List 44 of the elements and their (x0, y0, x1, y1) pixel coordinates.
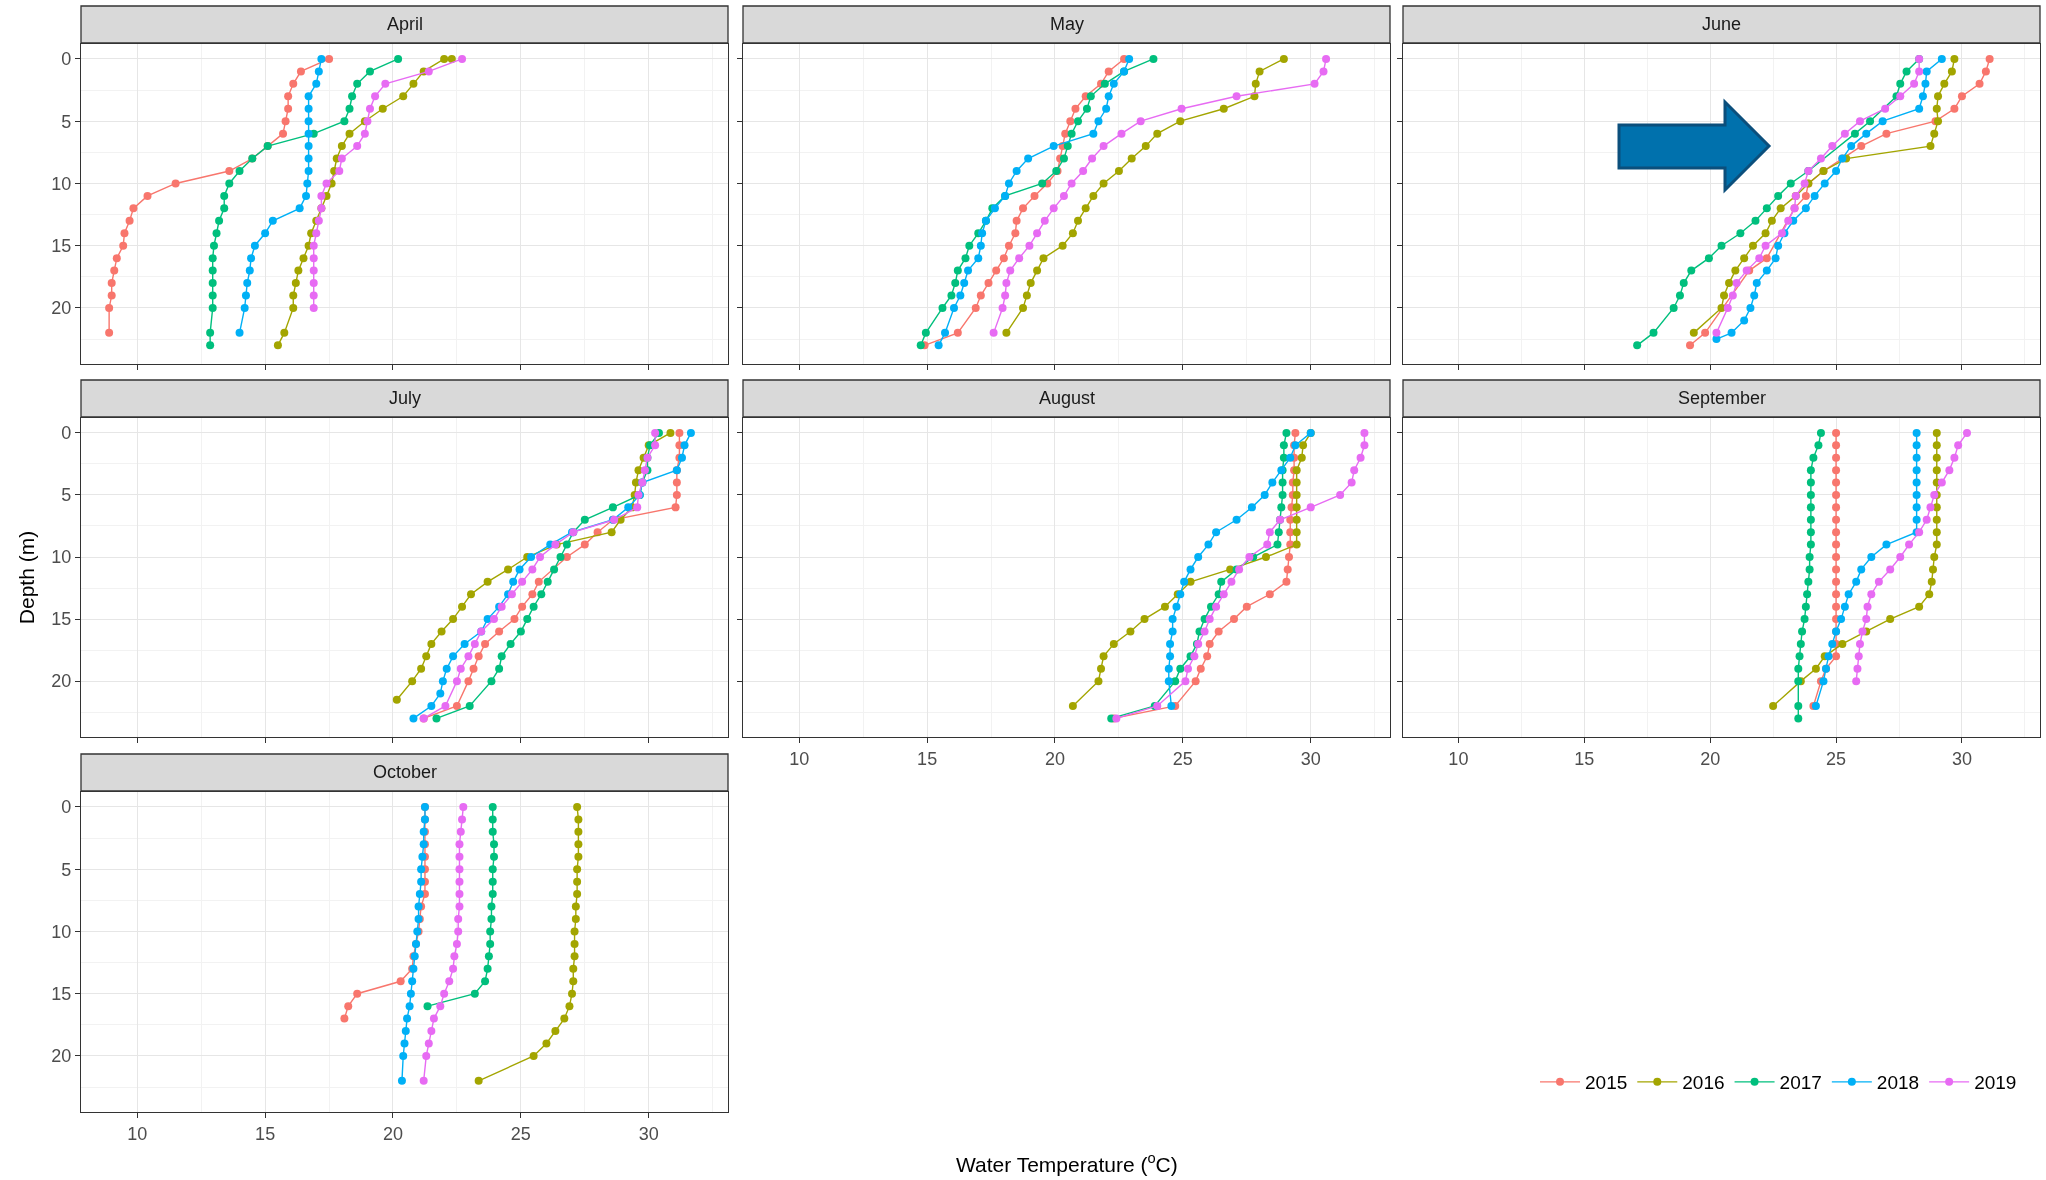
y-tick-label: 0 (61, 423, 72, 444)
x-tick-label: 30 (1300, 748, 1321, 769)
x-tick-label: 15 (917, 748, 938, 769)
y-tick-label: 0 (61, 49, 72, 70)
x-tick-label: 10 (789, 748, 810, 769)
chart-title: August (1039, 388, 1096, 408)
chart-title: July (389, 388, 422, 408)
x-axis-title: Water Temperature ($^{o}$C) (956, 1150, 1178, 1176)
y-tick-label: 0 (61, 797, 72, 818)
x-tick-label: 10 (127, 1123, 148, 1144)
y-tick-label: 10 (51, 547, 72, 568)
y-tick-label: 5 (61, 111, 72, 132)
legend-label: 2015 (1585, 1072, 1628, 1094)
x-tick-label: 25 (1826, 748, 1847, 769)
y-tick-label: 5 (61, 859, 72, 880)
legend-label: 2018 (1876, 1072, 1920, 1094)
chart-title: September (1678, 388, 1767, 408)
chart-title: April (387, 14, 424, 34)
y-tick-label: 20 (51, 671, 72, 692)
y-tick-label: 15 (51, 609, 72, 630)
x-tick-label: 15 (255, 1123, 276, 1144)
y-tick-label: 20 (51, 1046, 72, 1067)
x-tick-label: 25 (1172, 748, 1193, 769)
legend-label: 2016 (1682, 1072, 1725, 1094)
y-tick-label: 15 (51, 984, 72, 1005)
chart-title: May (1050, 14, 1085, 34)
legend-label: 2019 (1974, 1072, 2017, 1094)
y-tick-label: 15 (51, 236, 72, 257)
x-tick-label: 30 (638, 1123, 659, 1144)
chart-title: October (373, 762, 438, 782)
y-tick-label: 10 (51, 921, 72, 942)
x-tick-label: 20 (1700, 748, 1721, 769)
x-tick-label: 20 (382, 1123, 404, 1144)
x-tick-label: 15 (1574, 748, 1595, 769)
x-tick-label: 30 (1951, 748, 1972, 769)
x-tick-label: 25 (510, 1123, 531, 1144)
y-tick-label: 10 (51, 173, 72, 194)
y-axis-title: Depth (m) (15, 530, 39, 625)
x-tick-label: 10 (1448, 748, 1469, 769)
chart-title: June (1702, 14, 1742, 34)
legend-label: 2017 (1779, 1072, 1822, 1094)
y-tick-label: 20 (51, 298, 72, 319)
y-tick-label: 5 (61, 485, 72, 506)
x-tick-label: 20 (1044, 748, 1066, 769)
